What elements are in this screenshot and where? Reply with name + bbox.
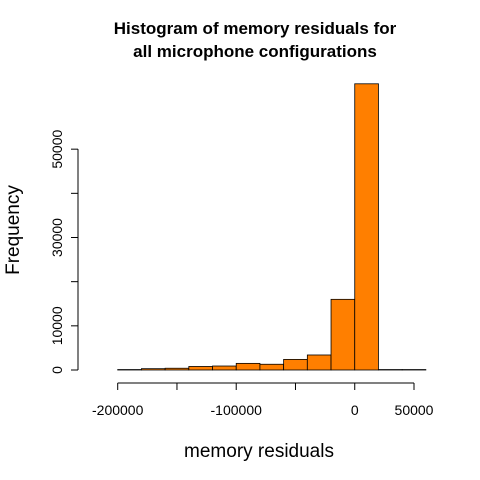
bars-group bbox=[117, 83, 427, 371]
chart-title-line1: Histogram of memory residuals for bbox=[114, 19, 397, 38]
x-axis: -200000 -100000 0 50000 bbox=[92, 382, 434, 418]
y-tick-label-5: 50000 bbox=[49, 129, 65, 168]
histogram-bar-7 bbox=[283, 358, 308, 371]
histogram-bar-4 bbox=[212, 365, 237, 371]
y-tick-label-3: 30000 bbox=[49, 218, 65, 257]
x-axis-label: memory residuals bbox=[184, 441, 334, 462]
y-tick-label-0: 0 bbox=[49, 366, 65, 374]
x-tick-label-2: -100000 bbox=[211, 402, 263, 418]
histogram-bar-8 bbox=[306, 354, 332, 371]
y-axis: 0 10000 30000 50000 bbox=[49, 129, 79, 374]
histogram-bar-2 bbox=[164, 367, 190, 371]
histogram-bar-5 bbox=[235, 362, 261, 371]
x-tick-label-0: -200000 bbox=[92, 402, 144, 418]
histogram-bar-6 bbox=[259, 363, 285, 371]
y-tick-label-1: 10000 bbox=[49, 306, 65, 345]
histogram-bar-3 bbox=[188, 366, 213, 371]
y-axis-label: Frequency bbox=[3, 185, 24, 275]
x-tick-label-5: 50000 bbox=[395, 402, 434, 418]
histogram-bar-10 bbox=[354, 83, 379, 371]
histogram-bar-9 bbox=[330, 298, 356, 371]
chart-title-line2: all microphone configurations bbox=[133, 42, 377, 61]
histogram-bar-1 bbox=[141, 368, 166, 371]
x-tick-label-4: 0 bbox=[351, 402, 359, 418]
